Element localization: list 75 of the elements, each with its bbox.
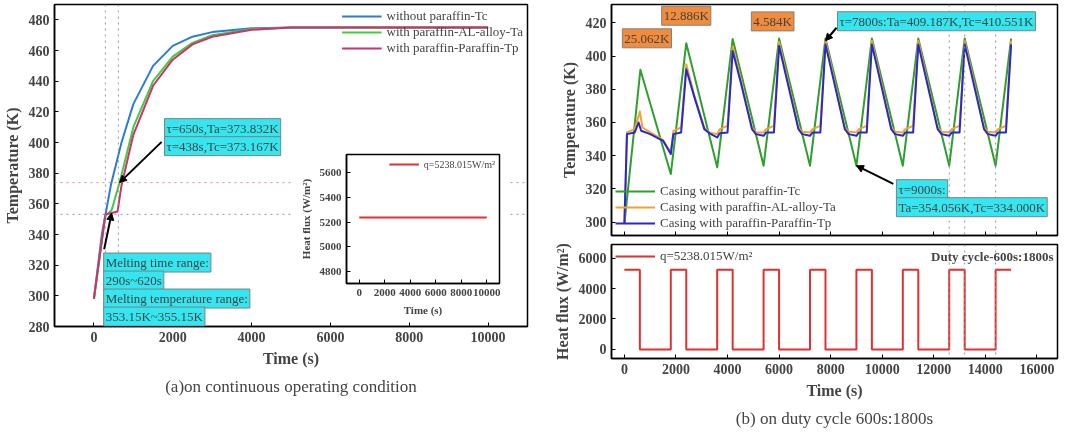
annotation: 12.886K — [663, 8, 710, 24]
y-tick-label: 300 — [585, 215, 607, 231]
y-tick-label: 320 — [28, 258, 50, 274]
x-tick-label: 2000 — [373, 285, 397, 298]
x-axis-title: Time (s) — [806, 381, 863, 400]
x-tick-label: 2000 — [158, 329, 187, 345]
annotation: Melting temperature range: — [105, 291, 248, 307]
x-tick-label: 12000 — [916, 361, 952, 377]
x-tick-label: 4000 — [713, 361, 742, 377]
y-tick-label: 400 — [28, 135, 50, 151]
y-tick-label: 300 — [28, 288, 50, 304]
y-axis-title: Heat flux (W/m²) — [299, 178, 313, 260]
y-tick-label: 440 — [28, 74, 50, 90]
text: (b) on duty cycle 600s:1800s — [735, 408, 934, 428]
x-tick-label: 8000 — [816, 361, 845, 377]
y-tick-label: 380 — [28, 166, 50, 182]
y-tick-label: 420 — [585, 15, 607, 31]
legend-label: Casing with paraffin-AL-alloy-Ta — [660, 199, 836, 215]
y-tick-label: 400 — [585, 49, 607, 65]
annotation: 290s~620s — [105, 273, 162, 289]
x-tick-label: 14000 — [967, 361, 1003, 377]
y-tick-label: 480 — [28, 12, 50, 28]
y-tick-label: 380 — [585, 82, 607, 98]
y-axis-title: Heat flux (W/m²) — [553, 243, 572, 360]
annotation: τ=650s,Ta=373.832K — [166, 120, 280, 136]
y-tick-label: 0 — [599, 342, 607, 358]
x-axis-title: Time (s) — [403, 303, 443, 317]
annotation: τ=9000s: — [898, 181, 946, 197]
x-tick-label: 4000 — [237, 329, 266, 345]
legend-label: q=5238.015W/m² — [423, 158, 495, 170]
y-tick-label: 360 — [28, 196, 50, 212]
y-tick-label: 340 — [28, 227, 50, 243]
y-tick-label: 360 — [585, 115, 607, 131]
y-axis-title: Temperature (K) — [3, 107, 22, 224]
y-tick-label: 320 — [585, 181, 607, 197]
y-tick-label: 5000 — [319, 240, 342, 253]
legend-label: with paraffin-Paraffin-Tp — [386, 40, 519, 56]
x-tick-label: 6000 — [765, 361, 794, 377]
x-tick-label: 0 — [356, 285, 363, 298]
y-tick-label: 6000 — [578, 251, 607, 267]
y-tick-label: 420 — [28, 104, 50, 120]
y-tick-label: 4800 — [319, 264, 342, 277]
annotation: Melting time range: — [105, 255, 209, 271]
annotation: 4.584K — [753, 13, 793, 29]
annotation: τ=438s,Tc=373.167K — [166, 138, 280, 154]
annotation: Ta=354.056K,Tc=334.000K — [898, 199, 1046, 215]
annotation: Duty cycle-600s:1800s — [931, 248, 1054, 264]
y-tick-label: 5200 — [319, 215, 342, 228]
annotation: 25.062K — [624, 30, 671, 46]
legend-label: q=5238.015W/m² — [660, 248, 753, 264]
annotation: 353.15K~355.15K — [105, 309, 204, 325]
x-axis-title: Time (s) — [262, 349, 320, 368]
annotation: τ=7800s:Ta=409.187K,Tc=410.551K — [839, 13, 1035, 29]
y-tick-label: 5400 — [319, 191, 342, 203]
text: (a)on continuous operating condition — [165, 376, 418, 396]
x-tick-label: 10000 — [470, 329, 506, 345]
x-tick-label: 0 — [620, 361, 628, 377]
x-tick-label: 6000 — [424, 285, 448, 298]
x-tick-label: 10000 — [473, 285, 501, 298]
y-axis-title: Temperature (K) — [560, 62, 579, 178]
legend-label: Casing without paraffin-Tc — [660, 183, 801, 199]
legend-label: Casing with paraffin-Paraffin-Tp — [660, 215, 832, 231]
x-tick-label: 16000 — [1019, 361, 1055, 377]
y-tick-label: 340 — [585, 148, 607, 164]
y-tick-label: 280 — [28, 319, 50, 335]
y-tick-label: 5600 — [319, 166, 342, 179]
x-tick-label: 4000 — [399, 285, 422, 298]
x-tick-label: 0 — [90, 329, 98, 345]
legend-label: without paraffin-Tc — [386, 8, 488, 24]
x-tick-label: 2000 — [661, 361, 690, 377]
x-tick-label: 8000 — [450, 285, 473, 298]
y-tick-label: 2000 — [578, 311, 607, 327]
x-tick-label: 10000 — [864, 361, 900, 377]
y-tick-label: 460 — [28, 43, 50, 59]
x-tick-label: 8000 — [395, 329, 424, 345]
